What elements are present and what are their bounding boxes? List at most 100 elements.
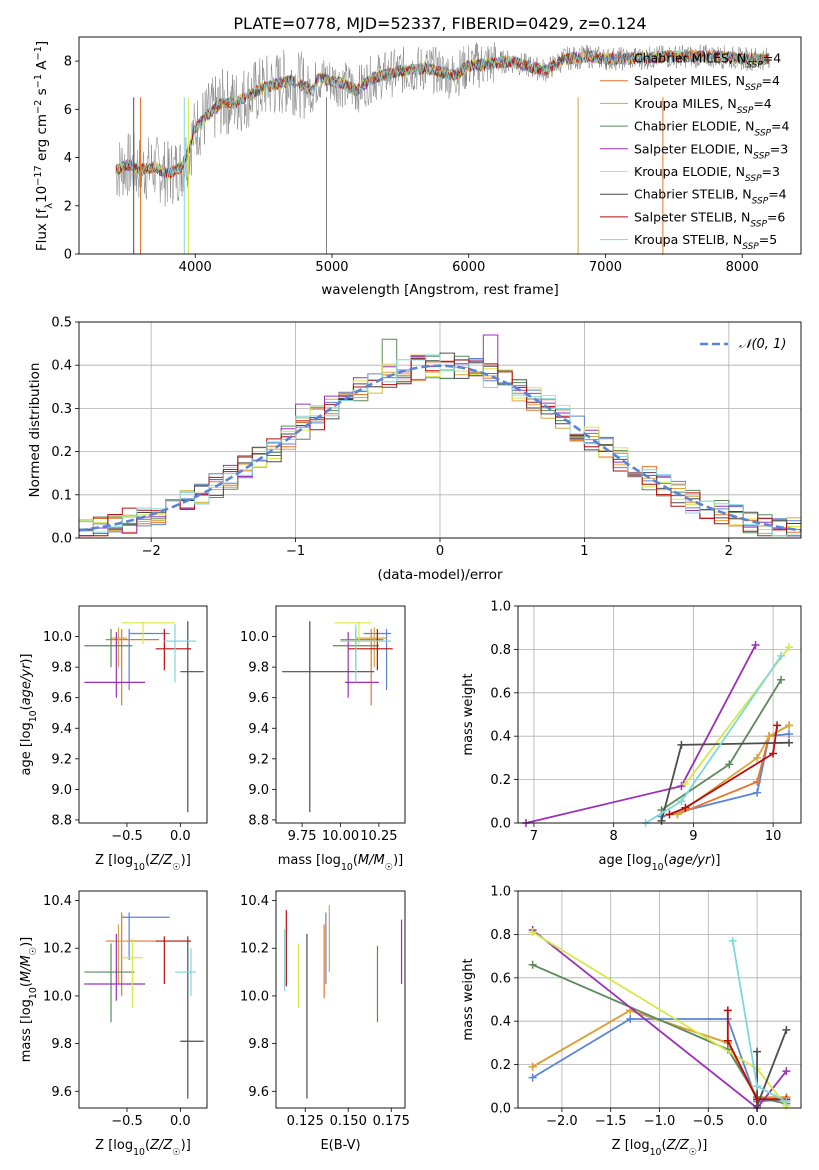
x-tick-label: −0.5 [111, 829, 143, 844]
axes-frame [78, 36, 802, 255]
weight-marker [753, 788, 762, 797]
weight-marker [769, 749, 778, 758]
x-tick-label: 7 [530, 829, 538, 844]
x-axis-label: wavelength [Angstrom, rest frame] [321, 282, 559, 298]
plot-area [84, 621, 204, 813]
x-tick-label: 4000 [179, 260, 212, 275]
weight-marker [528, 960, 537, 969]
age-vs-metallicity-panel: −0.5 0.0 8.8 9.0 9.2 9.4 9.6 9.8 10.0 Z [log10(Z/… [19, 605, 208, 873]
axes-frame [78, 321, 802, 539]
weight-marker [677, 740, 686, 749]
weight-marker [785, 721, 794, 730]
x-tick-label: 0.0 [170, 1114, 191, 1129]
y-tick-label: 0.6 [490, 686, 511, 701]
y-tick-label: 8.8 [51, 813, 72, 828]
y-tick-label: 0.0 [51, 532, 72, 547]
weight-marker [753, 777, 762, 786]
y-tick-label: 9.6 [248, 1085, 269, 1100]
legend-entry: Salpeter STELIB, NSSP=6 [634, 209, 785, 229]
y-tick-label: 9.0 [248, 783, 269, 798]
weight-marker [677, 797, 686, 806]
weight-marker [782, 1097, 791, 1106]
y-tick-label: 1.0 [490, 885, 511, 900]
y-tick-label: 10.4 [240, 894, 269, 909]
x-tick-label: 8000 [726, 260, 759, 275]
y-tick-label: 8.8 [248, 813, 269, 828]
weight-series-line [669, 725, 778, 816]
y-tick-label: 0.1 [51, 488, 72, 503]
y-tick-label: 0.2 [490, 1058, 511, 1073]
weight-marker [751, 641, 760, 650]
x-axis-label: mass [log10(M/M☉)] [278, 853, 404, 873]
y-axis-label: mass weight [461, 958, 476, 1040]
weight-marker [753, 1047, 762, 1056]
x-tick-label: 9 [689, 829, 697, 844]
y-axis-label: mass [log10(M/M☉)] [19, 937, 39, 1063]
axes-frame [78, 890, 208, 1109]
x-axis-label: Z [log10(Z/Z☉)] [612, 1138, 708, 1158]
weight-marker [753, 1095, 762, 1104]
x-tick-label: −1.0 [644, 1114, 676, 1129]
y-tick-label: 0.0 [490, 817, 511, 832]
weight-marker [782, 1067, 791, 1076]
weight-marker [723, 1036, 732, 1045]
y-tick-label: 9.0 [51, 783, 72, 798]
y-tick-label: 9.4 [51, 722, 72, 737]
y-tick-label: 0.0 [490, 1102, 511, 1117]
y-tick-label: 10.0 [240, 630, 269, 645]
weight-series-line [661, 733, 790, 818]
x-tick-label: 5000 [315, 260, 348, 275]
weight-marker [723, 1006, 732, 1015]
y-tick-label: 0.4 [490, 730, 511, 745]
x-tick-label: 10.00 [322, 829, 359, 844]
x-tick-label: 0.0 [170, 829, 191, 844]
weight-marker [681, 803, 690, 812]
mass-weight-vs-age-panel: 7 8 9 10 0.0 0.2 0.4 0.6 0.8 1.0 age [log10(age/yr… [461, 600, 802, 873]
x-tick-label: 0.150 [330, 1114, 367, 1129]
y-tick-label: 0.8 [490, 928, 511, 943]
x-tick-label: 2 [725, 544, 733, 559]
y-tick-label: 2 [64, 199, 72, 214]
y-axis-label: mass weight [461, 673, 476, 755]
axes-frame [78, 605, 208, 824]
weight-marker [785, 730, 794, 739]
weight-marker [773, 721, 782, 730]
plot-area [282, 621, 393, 813]
weight-marker [528, 928, 537, 937]
legend-entry: Chabrier ELODIE, NSSP=4 [634, 119, 789, 139]
weight-series-line [676, 724, 790, 816]
y-tick-label: 4 [64, 151, 72, 166]
x-tick-label: 8 [610, 829, 618, 844]
weight-marker [626, 1015, 635, 1024]
y-tick-label: 10.0 [43, 630, 72, 645]
legend-entry: 𝒩(0, 1) [739, 337, 786, 352]
weight-marker [528, 1062, 537, 1071]
legend-entry: Kroupa ELODIE, NSSP=3 [634, 164, 780, 184]
weight-marker [777, 651, 786, 660]
x-axis-label: E(B-V) [320, 1138, 360, 1153]
y-tick-label: 0.4 [51, 359, 72, 374]
x-tick-label: 0.0 [747, 1114, 768, 1129]
axes-frame [275, 605, 406, 824]
y-tick-label: 0 [64, 248, 72, 263]
plot-area [284, 905, 403, 1099]
legend-entry: Chabrier STELIB, NSSP=4 [634, 187, 787, 207]
weight-marker [665, 810, 674, 819]
weight-marker [725, 760, 734, 769]
weight-marker [528, 1073, 537, 1082]
weight-marker [753, 753, 762, 762]
mass-vs-metallicity-panel: −0.5 0.0 9.6 9.8 10.0 10.2 10.4 Z [log10(Z/Z☉)]… [19, 890, 208, 1158]
residual-histogram-panel: −2 −1 0 1 2 0.0 0.1 0.2 0.3 0.4 0.5 𝒩(0, 1) (data-mo… [27, 316, 802, 583]
y-tick-label: 0.6 [490, 971, 511, 986]
histogram-step [79, 354, 801, 537]
y-tick-label: 10.4 [43, 894, 72, 909]
x-tick-label: 10.25 [360, 829, 397, 844]
x-tick-label: 1 [580, 544, 588, 559]
age-vs-mass-panel: 9.75 10.00 10.25 8.8 9.0 9.2 9.4 9.6 9.8 10.0 mass… [240, 605, 406, 873]
y-tick-label: 9.6 [51, 691, 72, 706]
y-tick-label: 1.0 [490, 600, 511, 615]
weight-series-line [645, 655, 782, 824]
y-tick-label: 0.8 [490, 643, 511, 658]
weight-series-line [677, 724, 790, 816]
